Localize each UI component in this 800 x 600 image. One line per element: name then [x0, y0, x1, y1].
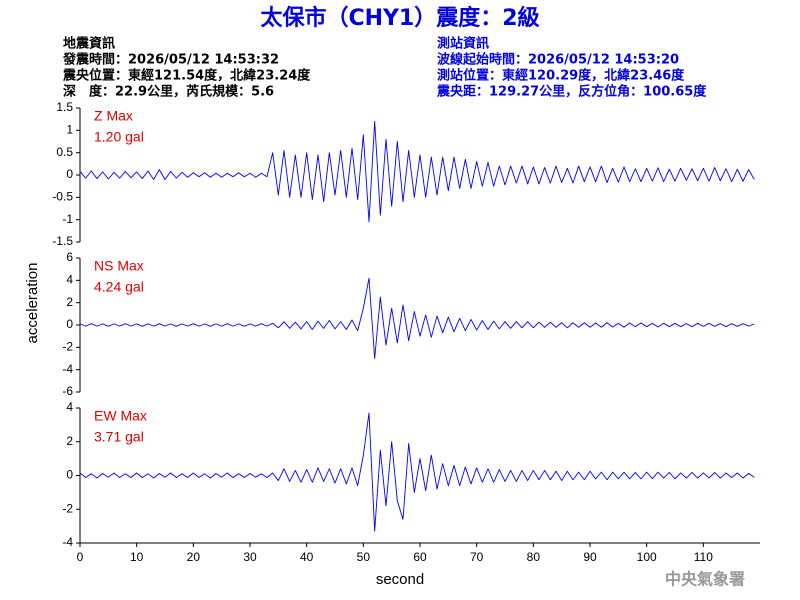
y-tick-label: 1 [66, 123, 73, 137]
annotation: 4.24 gal [94, 279, 144, 295]
info-line: 震央距：129.27公里，反方位角：100.65度 [436, 84, 707, 100]
x-tick-label: 80 [527, 550, 541, 564]
info-line: 深 度：22.9公里，芮氏規模：5.6 [63, 84, 274, 100]
y-tick-label: -2 [62, 340, 73, 354]
chart-title: 太保市（CHY1）震度：2級 [260, 5, 539, 31]
y-tick-label: -1.5 [52, 234, 73, 248]
y-tick-label: 2 [66, 434, 73, 448]
y-axis-label: acceleration [24, 263, 41, 344]
y-tick-label: -6 [62, 384, 73, 398]
y-tick-label: 1.5 [56, 100, 73, 114]
y-tick-label: 6 [66, 250, 73, 264]
info-line: 測站資訊 [437, 36, 489, 52]
x-tick-label: 0 [77, 550, 84, 564]
annotation: EW Max [94, 408, 147, 424]
x-axis-label: second [376, 571, 424, 588]
info-line: 地震資訊 [63, 36, 115, 52]
info-line: 波線起始時間：2026/05/12 14:53:20 [437, 52, 679, 68]
x-tick-label: 40 [300, 550, 314, 564]
x-tick-label: 70 [470, 550, 484, 564]
y-tick-label: -4 [62, 535, 73, 549]
y-tick-label: -0.5 [52, 190, 73, 204]
x-tick-label: 50 [357, 550, 371, 564]
x-tick-label: 10 [130, 550, 144, 564]
y-tick-label: 4 [66, 400, 73, 414]
waveform [79, 277, 755, 359]
x-tick-label: 20 [187, 550, 201, 564]
annotation: 3.71 gal [94, 429, 144, 445]
y-tick-label: 0.5 [56, 145, 73, 159]
info-line: 測站位置：東經120.29度，北緯23.46度 [437, 68, 685, 84]
y-tick-label: -1 [62, 212, 73, 226]
footer: 中央氣象署 [665, 570, 745, 589]
waveform [79, 120, 755, 223]
y-tick-label: -2 [62, 501, 73, 515]
annotation: NS Max [94, 258, 144, 274]
x-tick-label: 30 [243, 550, 257, 564]
y-tick-label: 2 [66, 295, 73, 309]
annotation: Z Max [94, 108, 133, 124]
y-tick-label: 0 [66, 468, 73, 482]
x-tick-label: 100 [637, 550, 657, 564]
x-tick-label: 90 [583, 550, 597, 564]
x-tick-label: 60 [413, 550, 427, 564]
waveform [79, 412, 755, 532]
annotation: 1.20 gal [94, 129, 144, 145]
y-tick-label: -4 [62, 362, 73, 376]
info-line: 發震時間：2026/05/12 14:53:32 [62, 52, 279, 68]
x-tick-label: 110 [694, 550, 713, 564]
info-line: 震央位置：東經121.54度，北緯23.24度 [62, 68, 311, 84]
y-tick-label: 4 [66, 273, 73, 287]
y-tick-label: 0 [66, 317, 73, 331]
y-tick-label: 0 [66, 167, 73, 181]
